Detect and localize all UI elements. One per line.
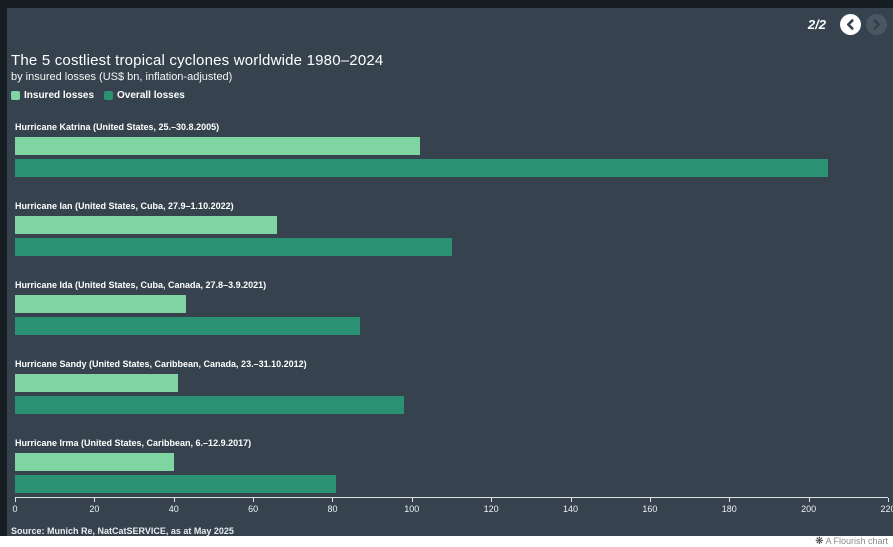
insured-losses-bar[interactable]	[15, 216, 277, 234]
x-axis-tick	[888, 498, 889, 502]
x-axis-tick	[491, 498, 493, 502]
x-axis-tick-label: 100	[404, 504, 420, 514]
x-axis-tick-label: 80	[327, 504, 338, 514]
x-axis-tick-label: 40	[168, 504, 179, 514]
legend-item-overall[interactable]: Overall losses	[104, 90, 185, 101]
bar-group: Hurricane Katrina (United States, 25.–30…	[15, 121, 888, 177]
chart-subtitle: by insured losses (US$ bn, inflation-adj…	[11, 71, 233, 83]
insured-losses-bar[interactable]	[15, 295, 186, 313]
bar-group-label: Hurricane Ida (United States, Cuba, Cana…	[15, 280, 267, 290]
bar-group: Hurricane Sandy (United States, Caribbea…	[15, 358, 888, 414]
x-axis-tick-label: 60	[248, 504, 259, 514]
overall-losses-bar[interactable]	[15, 396, 404, 414]
legend-label-insured: Insured losses	[24, 90, 95, 101]
x-axis-tick	[570, 498, 572, 502]
insured-swatch-icon	[11, 91, 20, 100]
insured-losses-bar[interactable]	[15, 453, 174, 471]
source-note: Source: Munich Re, NatCatSERVICE, as at …	[11, 526, 234, 536]
x-axis-line	[15, 497, 888, 498]
x-axis-tick-label: 200	[801, 504, 817, 514]
overall-swatch-icon	[104, 91, 114, 100]
chart-title: The 5 costliest tropical cyclones worldw…	[11, 52, 384, 69]
bar-group-label: Hurricane Sandy (United States, Caribbea…	[15, 359, 307, 369]
x-axis-tick-label: 220	[880, 504, 893, 514]
chevron-left-icon	[846, 19, 854, 30]
prev-slide-button[interactable]	[840, 14, 861, 35]
bar-group-label: Hurricane Ian (United States, Cuba, 27.9…	[15, 201, 234, 211]
x-axis-tick	[15, 498, 16, 502]
overall-losses-bar[interactable]	[15, 475, 337, 493]
x-axis-tick	[253, 498, 255, 502]
overall-losses-bar[interactable]	[15, 317, 361, 335]
flourish-attribution-label: A Flourish chart	[825, 536, 888, 546]
flourish-attribution-link[interactable]: ❋ A Flourish chart	[815, 536, 888, 547]
slide-nav: 2/2	[808, 14, 887, 35]
overall-losses-bar[interactable]	[15, 238, 452, 256]
x-axis-tick	[94, 498, 96, 502]
plot-area: Hurricane Katrina (United States, 25.–30…	[15, 121, 888, 516]
flourish-asterisk-icon: ❋	[815, 536, 824, 547]
bar-group-label: Hurricane Irma (United States, Caribbean…	[15, 438, 252, 448]
page-frame-left	[0, 0, 7, 536]
attribution-strip: ❋ A Flourish chart	[0, 536, 893, 547]
bar-group-label: Hurricane Katrina (United States, 25.–30…	[15, 122, 220, 132]
x-axis-tick-label: 120	[483, 504, 499, 514]
x-axis-tick-label: 160	[642, 504, 658, 514]
bar-group: Hurricane Ida (United States, Cuba, Cana…	[15, 279, 888, 335]
x-axis-tick	[808, 498, 810, 502]
next-slide-button[interactable]	[866, 14, 887, 35]
x-axis-tick-label: 180	[721, 504, 737, 514]
x-axis-tick	[173, 498, 175, 502]
x-axis-tick-label: 140	[563, 504, 579, 514]
insured-losses-bar[interactable]	[15, 137, 420, 155]
x-axis-tick-label: 0	[12, 504, 18, 514]
page-frame-top	[0, 0, 893, 8]
legend: Insured losses Overall losses	[11, 90, 195, 101]
x-axis-tick	[411, 498, 413, 502]
x-axis: 0 20 40 60 80 100 120 140 160 180 200 220	[12, 497, 893, 523]
bar-group: Hurricane Irma (United States, Caribbean…	[15, 437, 888, 493]
x-axis-tick	[649, 498, 651, 502]
x-axis-tick	[332, 498, 334, 502]
chart-area: 2/2 The 5 costliest tropical cyclones wo…	[7, 8, 893, 536]
page-indicator: 2/2	[807, 17, 826, 32]
chevron-right-icon	[873, 19, 881, 30]
legend-label-overall: Overall losses	[117, 90, 185, 101]
legend-item-insured[interactable]: Insured losses	[11, 90, 94, 101]
overall-losses-bar[interactable]	[15, 159, 829, 177]
bar-group: Hurricane Ian (United States, Cuba, 27.9…	[15, 200, 888, 256]
x-axis-tick	[729, 498, 731, 502]
x-axis-tick-label: 20	[89, 504, 100, 514]
insured-losses-bar[interactable]	[15, 374, 178, 392]
